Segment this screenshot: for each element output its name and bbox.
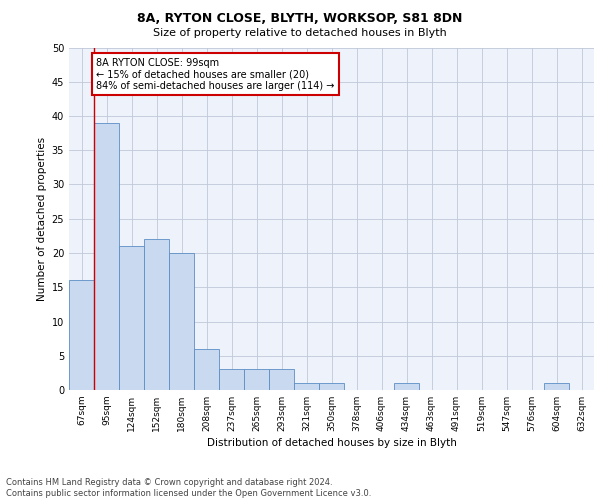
Bar bbox=[319, 383, 344, 390]
Bar bbox=[294, 383, 319, 390]
Bar bbox=[544, 383, 569, 390]
X-axis label: Distribution of detached houses by size in Blyth: Distribution of detached houses by size … bbox=[206, 438, 457, 448]
Text: 8A, RYTON CLOSE, BLYTH, WORKSOP, S81 8DN: 8A, RYTON CLOSE, BLYTH, WORKSOP, S81 8DN bbox=[137, 12, 463, 25]
Bar bbox=[394, 383, 419, 390]
Text: Contains HM Land Registry data © Crown copyright and database right 2024.
Contai: Contains HM Land Registry data © Crown c… bbox=[6, 478, 371, 498]
Y-axis label: Number of detached properties: Number of detached properties bbox=[37, 136, 47, 301]
Bar bbox=[244, 370, 269, 390]
Text: 8A RYTON CLOSE: 99sqm
← 15% of detached houses are smaller (20)
84% of semi-deta: 8A RYTON CLOSE: 99sqm ← 15% of detached … bbox=[97, 58, 335, 91]
Text: Size of property relative to detached houses in Blyth: Size of property relative to detached ho… bbox=[153, 28, 447, 38]
Bar bbox=[194, 349, 219, 390]
Bar bbox=[169, 253, 194, 390]
Bar bbox=[94, 123, 119, 390]
Bar bbox=[119, 246, 144, 390]
Bar bbox=[69, 280, 94, 390]
Bar bbox=[144, 240, 169, 390]
Bar bbox=[219, 370, 244, 390]
Bar bbox=[269, 370, 294, 390]
